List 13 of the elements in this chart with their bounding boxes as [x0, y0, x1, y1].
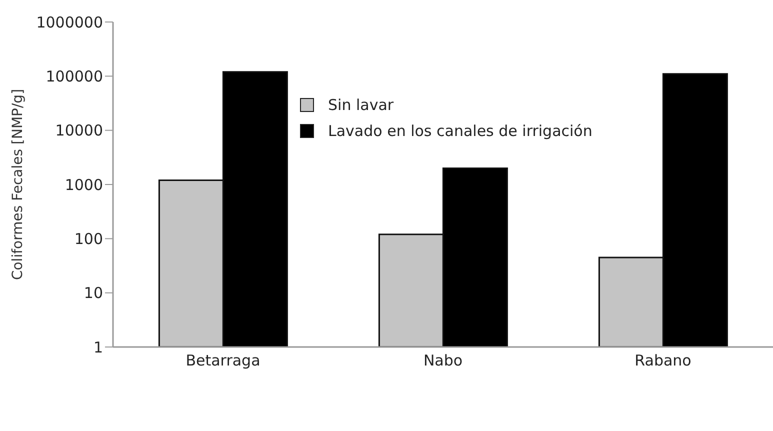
legend-label: Sin lavar — [328, 96, 394, 114]
y-tick-label: 1000000 — [36, 13, 103, 32]
y-tick-label: 10 — [84, 284, 103, 302]
y-tick-label: 10000 — [55, 122, 103, 140]
y-tick-label: 1000 — [64, 176, 103, 194]
y-tick-label: 100 — [74, 230, 103, 248]
y-tick-label: 100000 — [46, 67, 103, 86]
x-tick-label: Rabano — [634, 352, 692, 370]
x-tick-label: Betarraga — [186, 352, 260, 370]
legend-label: Lavado en los canales de irrigación — [328, 122, 592, 140]
y-tick-label: 1 — [93, 338, 103, 356]
y-axis-title: Coliformes Fecales [NMP/g] — [10, 88, 26, 280]
x-tick-label: Nabo — [423, 352, 463, 370]
